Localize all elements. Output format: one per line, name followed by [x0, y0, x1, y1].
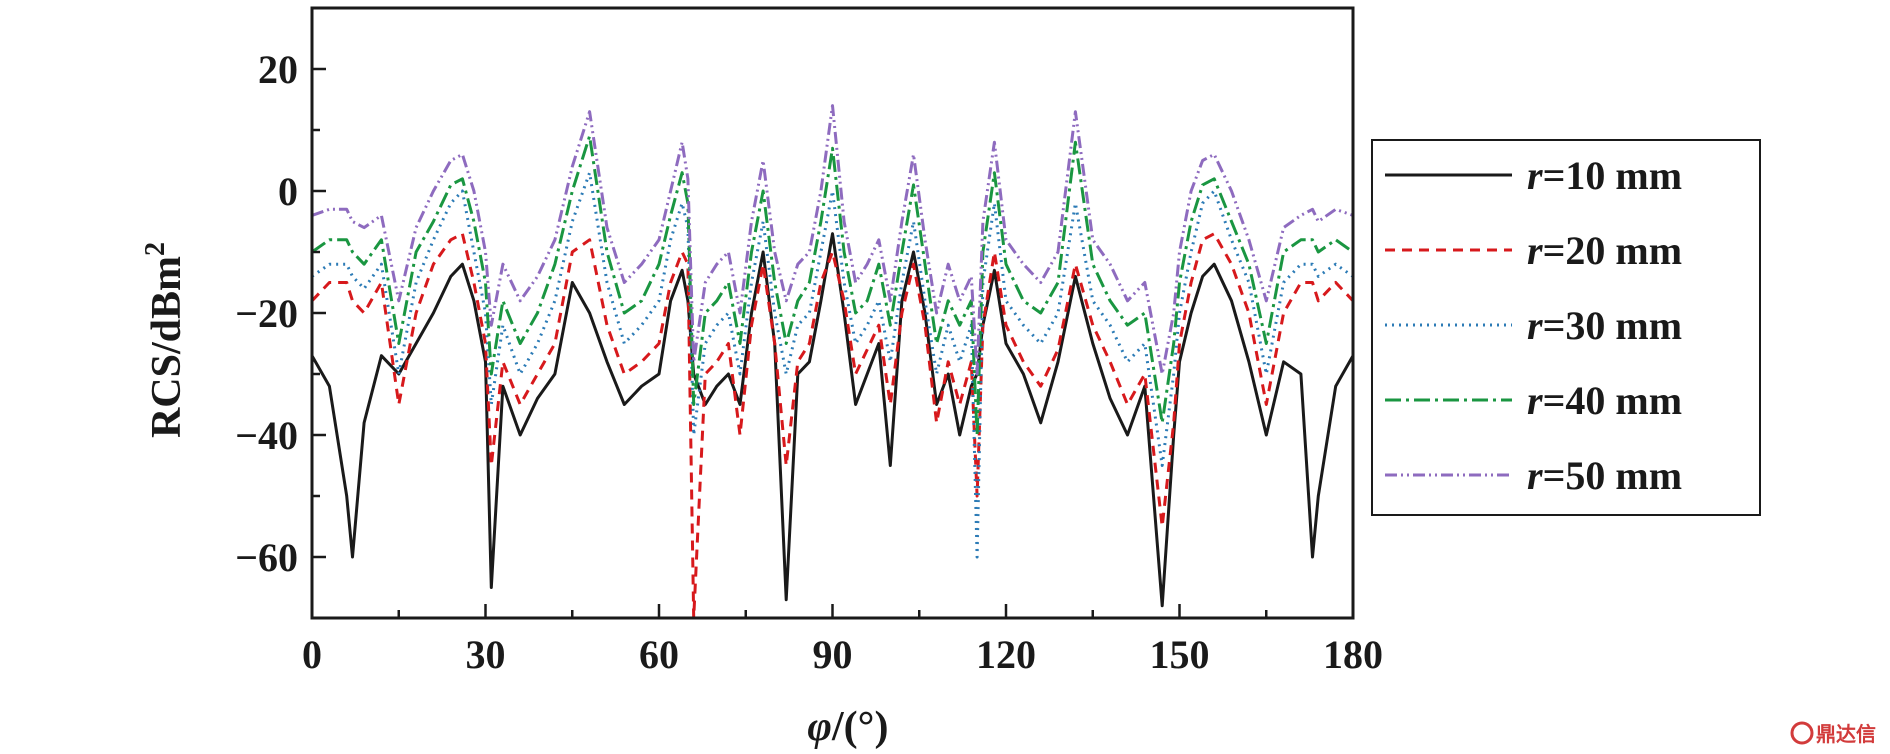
x-axis-title: φ /(°) [807, 704, 888, 750]
legend-label: r=20 mm [1527, 228, 1682, 273]
series-line-5 [311, 104, 1354, 376]
series-line-4 [311, 134, 1354, 437]
x-axis-symbol: φ [807, 704, 832, 750]
y-axis-label: RCS/dBm2 [140, 242, 190, 438]
x-tick-label: 120 [976, 632, 1036, 677]
legend-label: r=10 mm [1527, 153, 1682, 198]
watermark-logo-icon [1790, 721, 1814, 745]
y-tick-label: −20 [235, 291, 298, 336]
watermark-text: 鼎达信 [1816, 722, 1876, 746]
legend-label: r=50 mm [1527, 453, 1682, 498]
x-axis-unit: /(°) [831, 704, 888, 750]
x-tick-label: 0 [302, 632, 322, 677]
y-tick-label: −60 [235, 535, 298, 580]
legend-box [1371, 139, 1761, 516]
x-tick-label: 60 [639, 632, 679, 677]
legend-items: r=10 mm r=20 mm r=30 mm r=40 mm r=50 mm [1385, 153, 1682, 498]
legend: r=10 mm r=20 mm r=30 mm r=40 mm r=50 mm [1371, 139, 1761, 516]
x-tick-label: 90 [813, 632, 853, 677]
x-tick-label: 30 [466, 632, 506, 677]
legend-label: r=30 mm [1527, 303, 1682, 348]
legend-label: r=40 mm [1527, 378, 1682, 423]
watermark: 鼎达信 [1790, 721, 1876, 746]
plot-frame [310, 6, 1355, 620]
y-tick-label: −40 [235, 413, 298, 458]
series-layer [310, 104, 1355, 620]
x-tick-label: 150 [1150, 632, 1210, 677]
x-tick-label: 180 [1323, 632, 1383, 677]
y-tick-label: 20 [258, 47, 298, 92]
series-line-3 [311, 171, 1354, 559]
series-line-1 [310, 232, 1355, 608]
y-tick-label: 0 [278, 169, 298, 214]
tick-layer: 0 30 60 90 120 150 180 −60 −40 −20 0 20 [235, 6, 1383, 677]
y-axis-title: RCS/dBm2 [140, 242, 190, 438]
